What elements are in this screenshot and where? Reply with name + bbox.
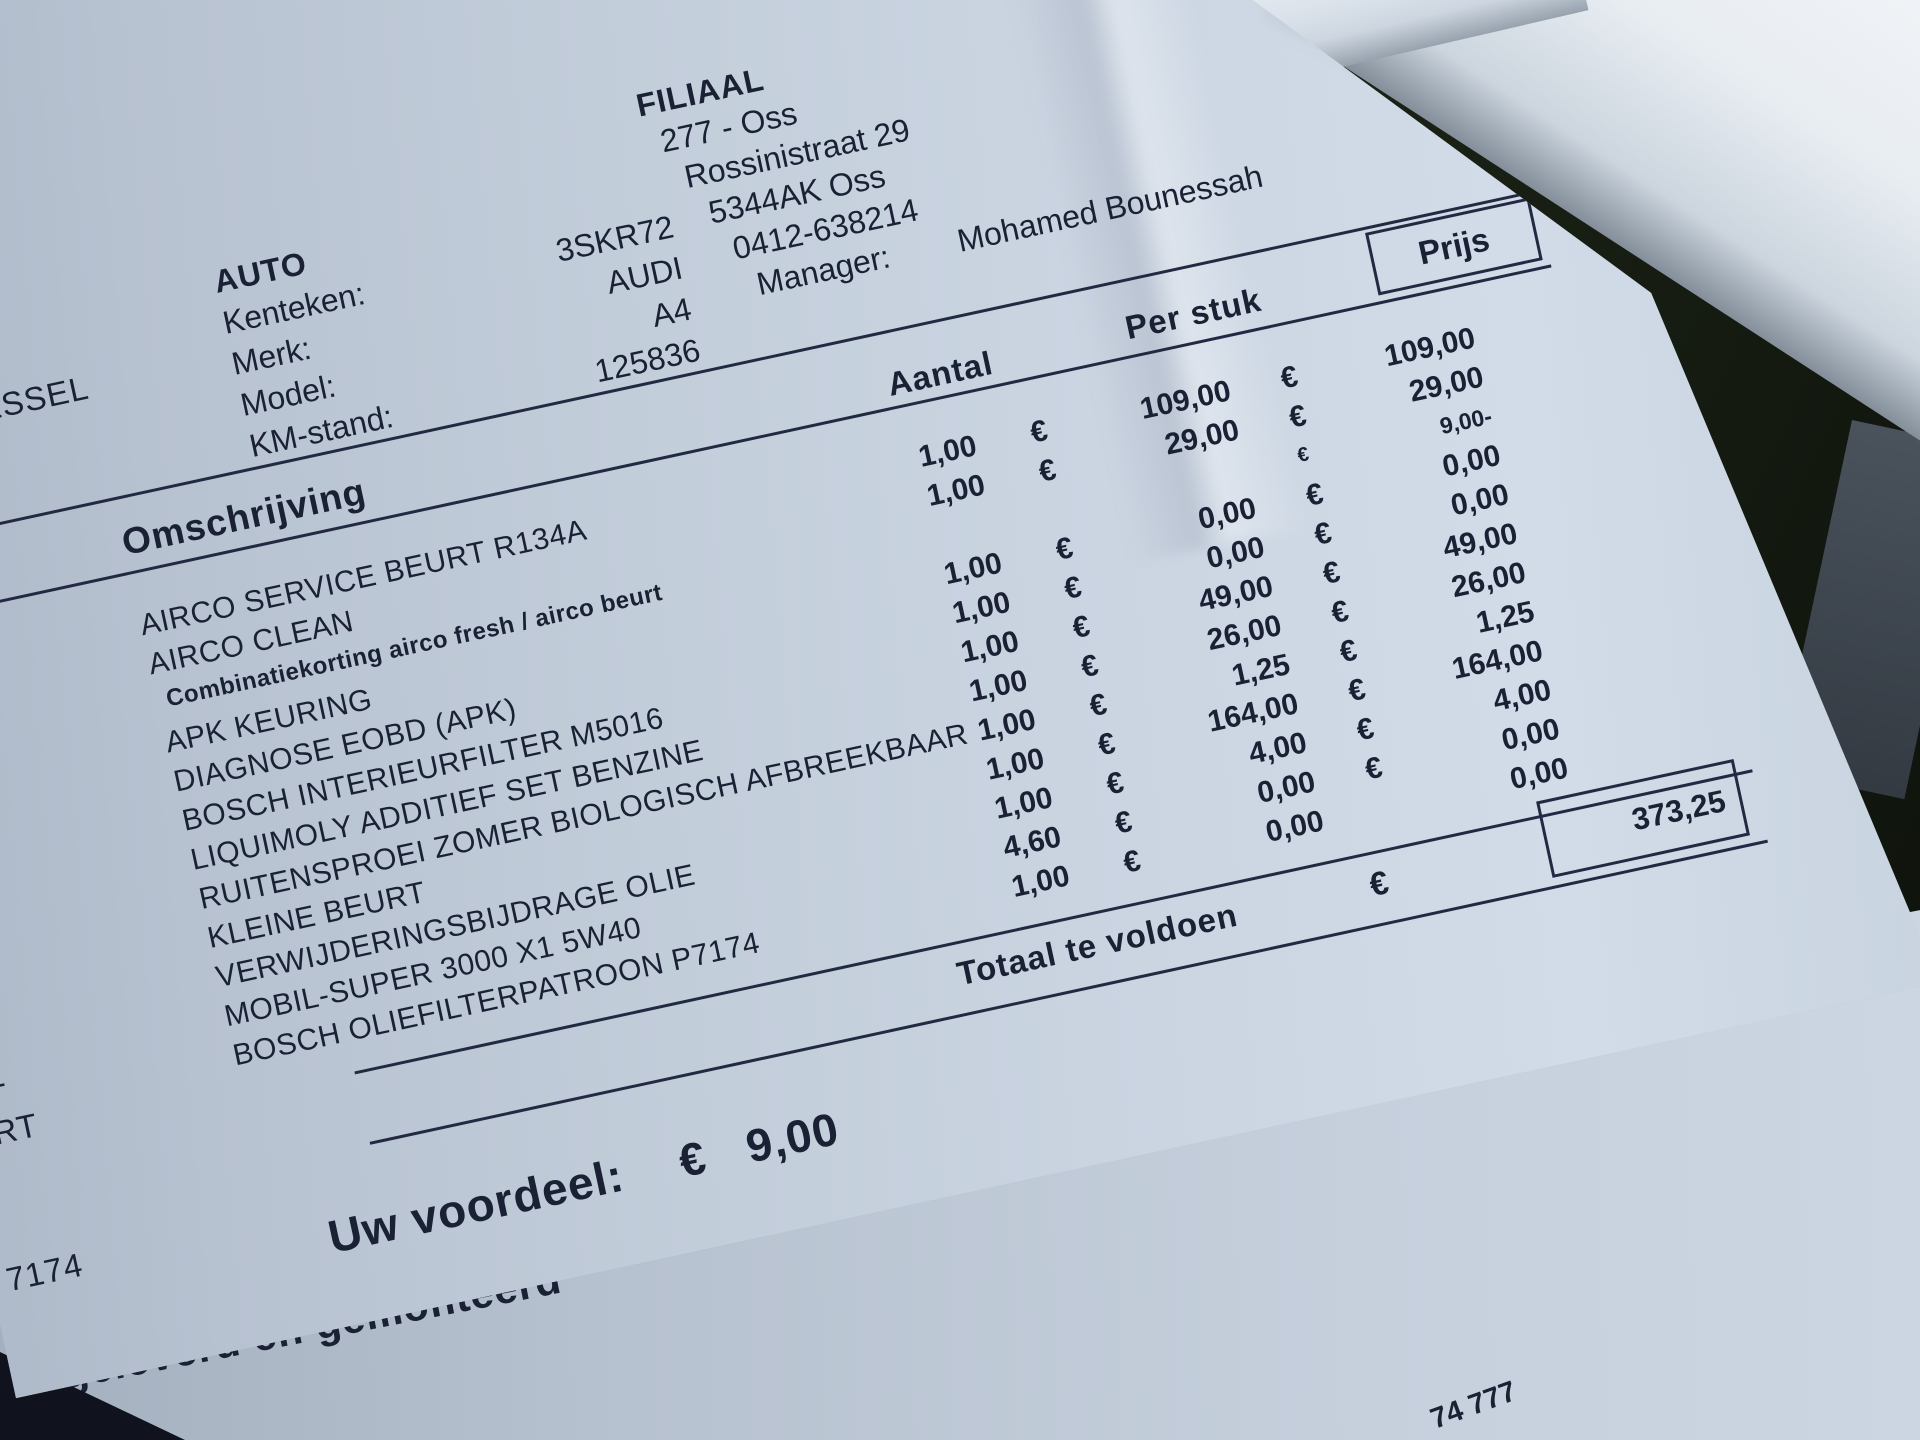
row-euro-sign: € bbox=[1086, 687, 1110, 724]
advantage-currency: € bbox=[674, 1130, 712, 1188]
row-euro-sign: € bbox=[1069, 609, 1093, 646]
row-euro-sign: € bbox=[1111, 804, 1136, 841]
row-euro-sign: € bbox=[1035, 453, 1060, 489]
corner-text-fragment: 74 777 bbox=[1426, 1375, 1521, 1436]
row-euro-sign: € bbox=[1295, 443, 1311, 467]
row-euro-sign: € bbox=[1103, 765, 1127, 802]
row-euro-sign: € bbox=[1061, 570, 1085, 607]
row-euro-sign: € bbox=[1052, 531, 1077, 568]
row-euro-sign: € bbox=[1027, 413, 1051, 450]
row-euro-sign: € bbox=[1120, 843, 1144, 880]
row-euro-sign: € bbox=[1078, 648, 1102, 685]
row-euro-sign: € bbox=[1095, 726, 1119, 763]
